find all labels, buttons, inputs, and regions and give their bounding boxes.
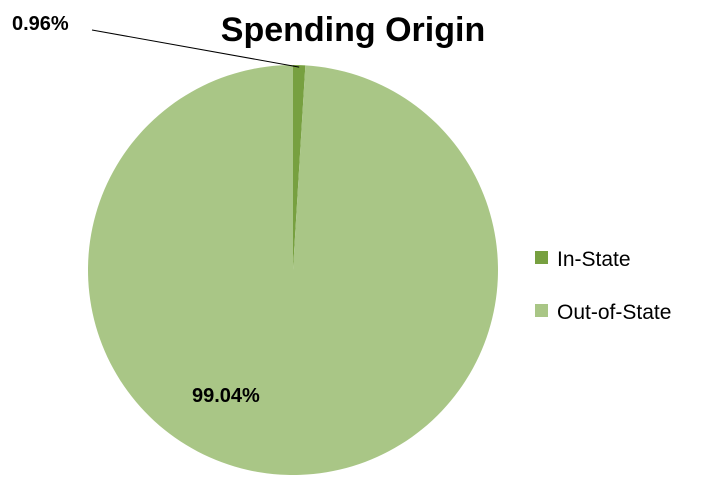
legend-label-out-of-state: Out-of-State (557, 301, 671, 324)
data-label-out-of-state: 99.04% (192, 385, 260, 407)
legend-item-out-of-state: Out-of-State (535, 301, 671, 324)
legend-label-in-state: In-State (557, 248, 631, 271)
pie-slice-in-state (293, 65, 306, 270)
legend-item-in-state: In-State (535, 248, 631, 271)
legend-swatch-in-state (535, 251, 548, 264)
legend-swatch-out-of-state (535, 304, 548, 317)
leader-line-in-state (91, 29, 300, 68)
pie-slice-out-of-state (87, 65, 498, 475)
data-label-in-state: 0.96% (12, 13, 69, 35)
chart-title: Spending Origin (221, 11, 485, 49)
pie-slices (87, 65, 498, 475)
legend: In-State Out-of-State (535, 248, 671, 324)
